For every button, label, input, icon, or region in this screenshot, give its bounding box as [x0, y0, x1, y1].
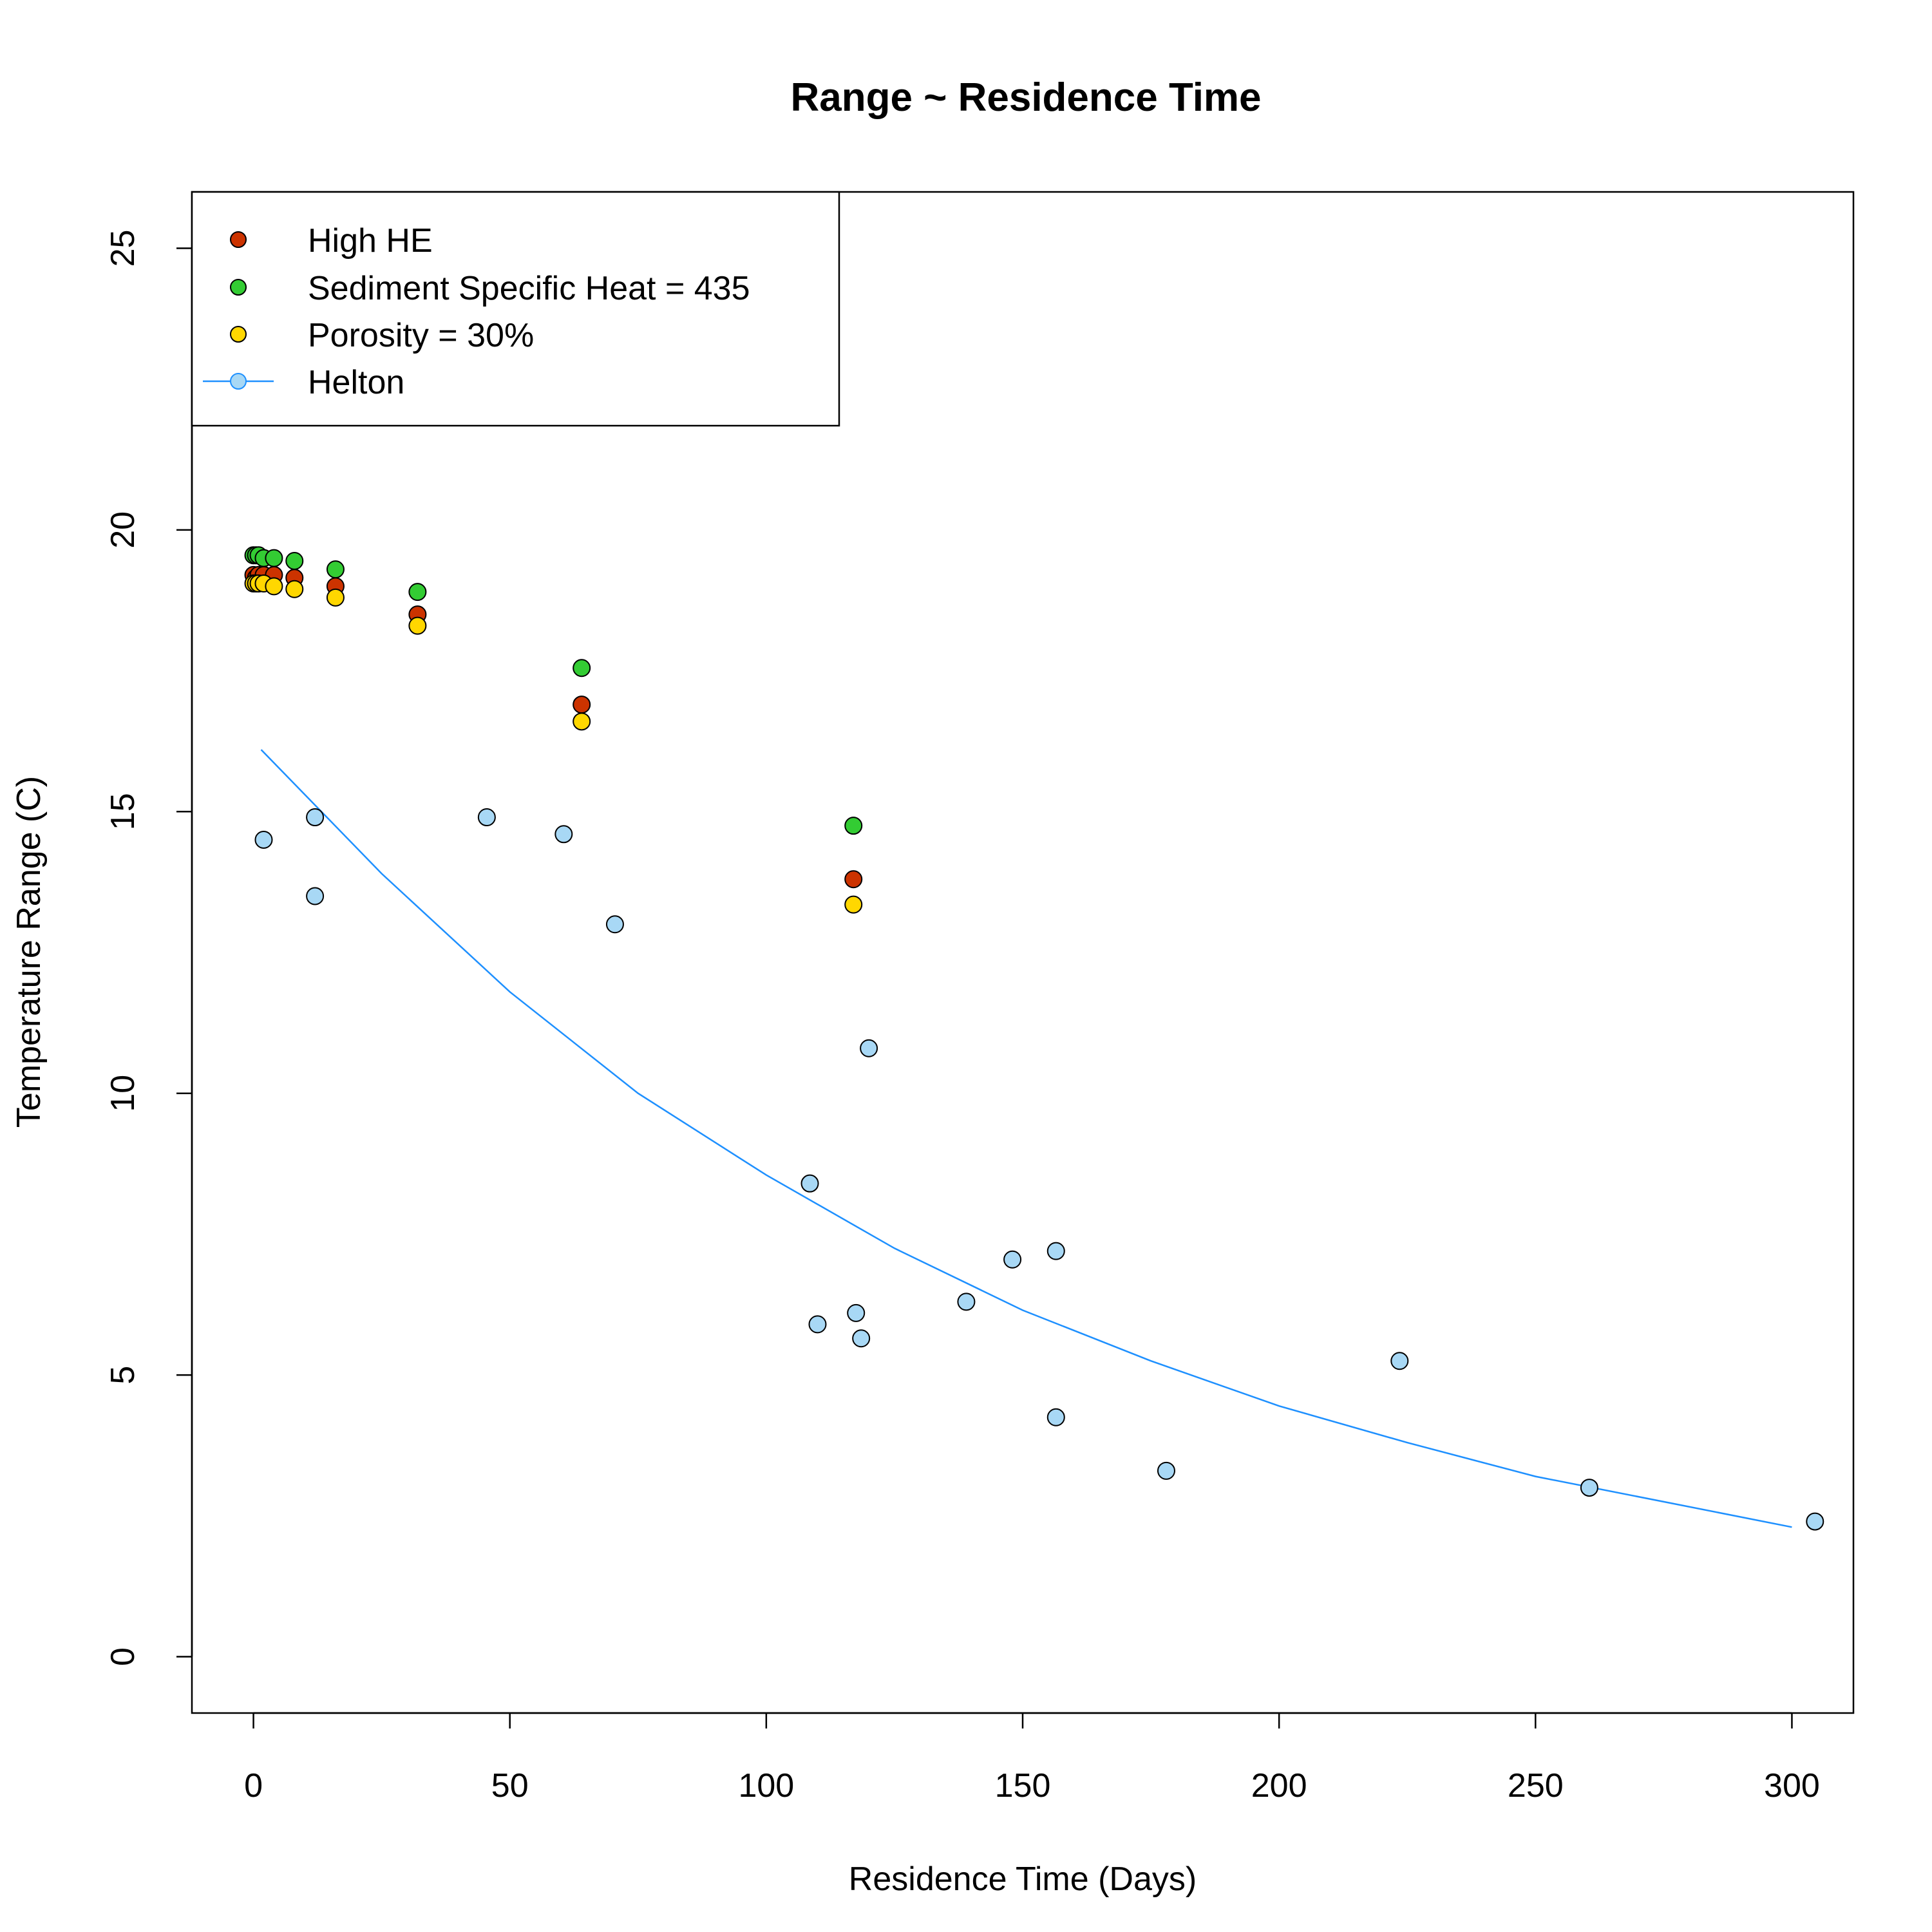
data-point-helton	[306, 887, 325, 905]
data-point-high-he	[573, 696, 591, 714]
data-point-helton	[554, 825, 573, 844]
y-tick-label: 15	[104, 793, 142, 830]
x-tick-label: 0	[244, 1767, 263, 1804]
data-point-helton	[306, 808, 325, 827]
data-point-helton	[852, 1329, 871, 1348]
x-tick-label: 100	[738, 1767, 794, 1804]
data-point-porosity-30	[265, 577, 283, 596]
series-layer	[244, 546, 1824, 1531]
legend-marker	[230, 326, 247, 343]
data-point-helton	[800, 1174, 819, 1193]
x-tick-label: 250	[1508, 1767, 1564, 1804]
x-tick-label: 50	[491, 1767, 529, 1804]
legend-label: Porosity = 30%	[308, 317, 534, 354]
data-point-porosity-30	[408, 616, 427, 635]
legend-label: High HE	[308, 222, 433, 260]
chart-title: Range ~ Residence Time	[790, 75, 1261, 120]
data-point-porosity-30	[573, 712, 591, 731]
data-point-sediment-specific-heat-435	[573, 659, 591, 677]
x-tick-label: 200	[1251, 1767, 1307, 1804]
data-point-porosity-30	[326, 588, 345, 607]
y-tick-label: 5	[104, 1366, 142, 1385]
legend-box	[191, 191, 840, 427]
legend-label: Helton	[308, 364, 404, 401]
fit-curve-line	[260, 749, 1792, 1528]
data-point-helton	[1390, 1352, 1409, 1370]
data-point-helton	[1157, 1461, 1175, 1480]
data-point-porosity-30	[844, 895, 863, 914]
y-axis-label: Temperature Range (C)	[10, 776, 48, 1128]
data-point-helton	[605, 915, 624, 934]
data-point-sediment-specific-heat-435	[408, 583, 427, 601]
legend-marker	[230, 231, 247, 248]
data-point-helton	[477, 808, 496, 827]
y-tick-label: 10	[104, 1075, 142, 1112]
data-point-sediment-specific-heat-435	[326, 560, 345, 579]
data-point-helton	[1003, 1250, 1022, 1269]
data-point-helton	[1046, 1242, 1065, 1260]
data-point-helton	[860, 1039, 878, 1057]
data-point-helton	[1046, 1408, 1065, 1426]
x-tick-label: 150	[995, 1767, 1051, 1804]
data-point-helton	[808, 1315, 827, 1334]
data-point-helton	[957, 1293, 976, 1311]
data-point-helton	[1580, 1479, 1598, 1497]
y-axis: 0 5 10 15 20 25	[104, 230, 193, 1666]
data-point-porosity-30	[285, 580, 304, 598]
legend-marker	[230, 373, 247, 390]
data-point-sediment-specific-heat-435	[844, 817, 863, 835]
data-point-sediment-specific-heat-435	[285, 552, 304, 571]
x-axis: 0 50 100 150 200 250 300	[244, 1712, 1820, 1804]
data-point-sediment-specific-heat-435	[265, 549, 283, 567]
legend: High HE Sediment Specific Heat = 435 Poros…	[191, 191, 840, 427]
data-point-helton	[254, 831, 273, 849]
legend-label: Sediment Specific Heat = 435	[308, 270, 750, 307]
y-tick-label: 25	[104, 230, 142, 267]
y-tick-label: 0	[104, 1647, 142, 1666]
data-point-high-he	[844, 870, 863, 889]
data-point-helton	[1806, 1512, 1824, 1531]
legend-marker	[230, 279, 247, 296]
data-point-helton	[847, 1303, 866, 1322]
x-axis-label: Residence Time (Days)	[849, 1861, 1197, 1898]
y-tick-label: 20	[104, 511, 142, 549]
x-tick-label: 300	[1764, 1767, 1820, 1804]
